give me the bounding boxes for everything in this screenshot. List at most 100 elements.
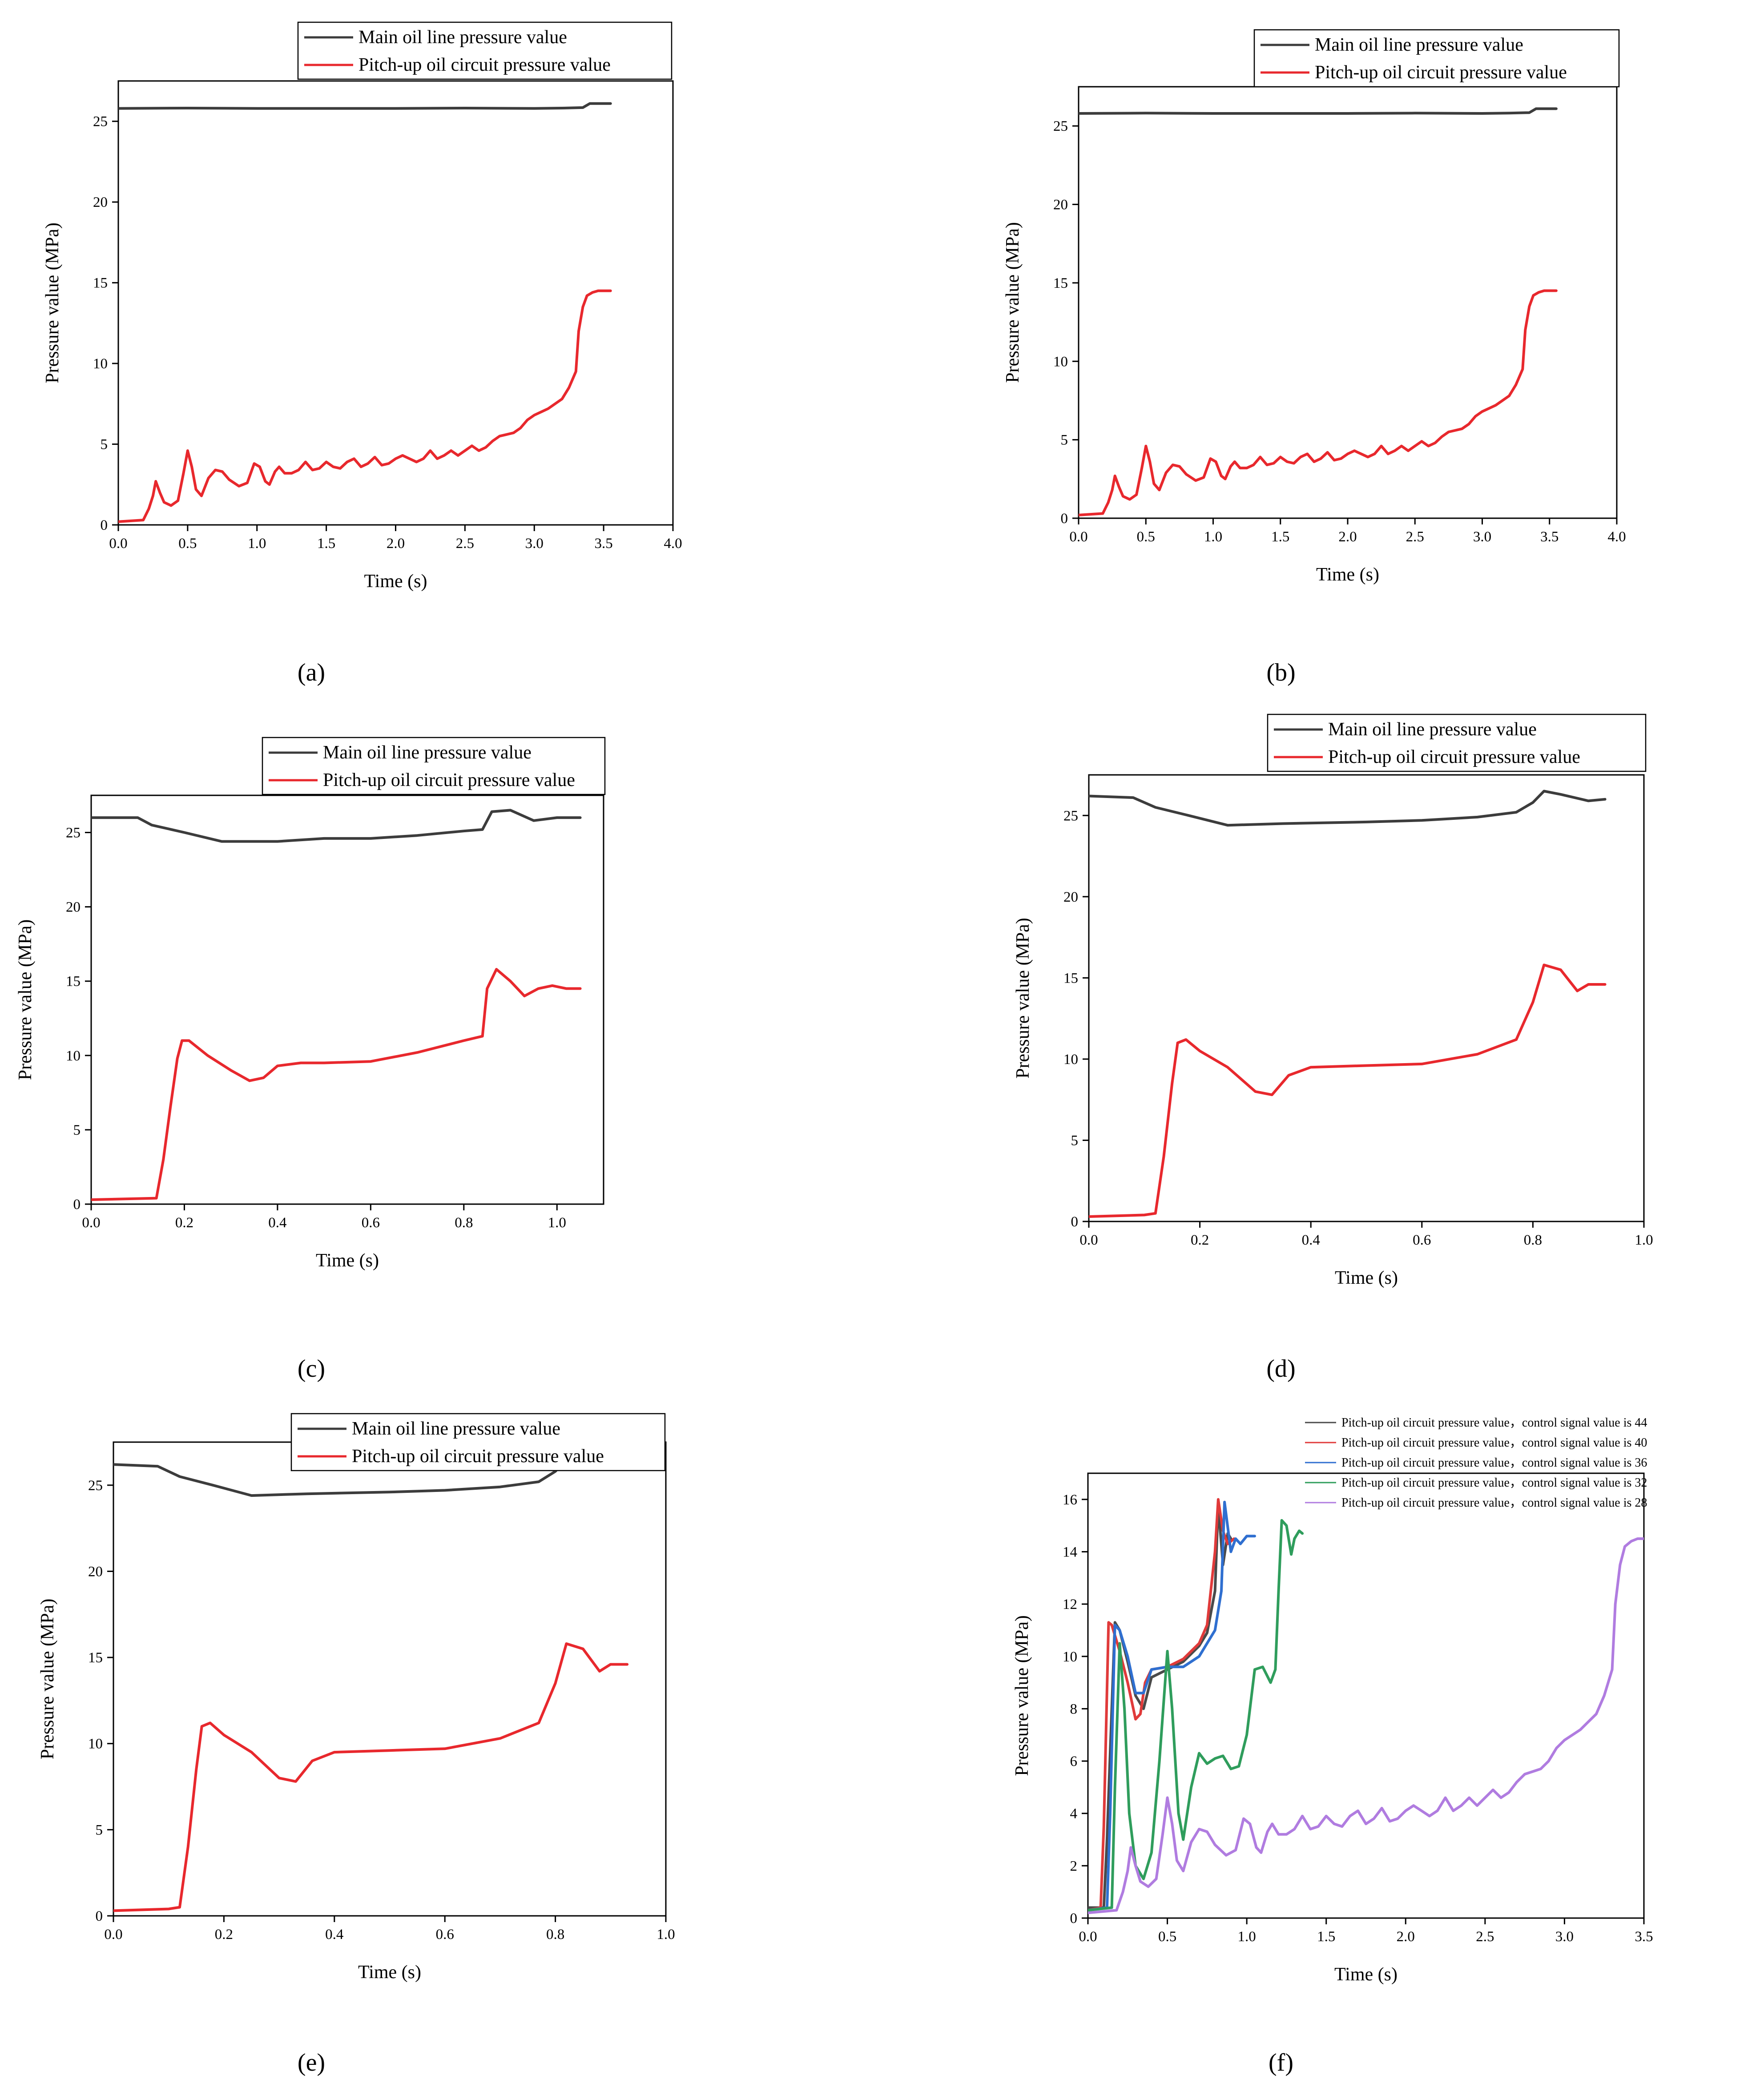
- y-tick-label: 10: [1063, 1052, 1078, 1068]
- legend-entry: Main oil line pressure value: [358, 27, 567, 48]
- x-tick-label: 1.0: [1635, 1232, 1653, 1248]
- series-line-1: [91, 809, 582, 843]
- plot-frame: [1088, 774, 1645, 1222]
- plot-frame: [1087, 1472, 1645, 1919]
- x-tick-label: 4.0: [1607, 529, 1626, 545]
- x-tick-label: 0.0: [104, 1927, 122, 1943]
- x-tick-label: 2.0: [1397, 1929, 1415, 1945]
- y-tick-label: 10: [1063, 1649, 1077, 1665]
- x-tick-label: 0.5: [1137, 529, 1155, 545]
- x-tick-label: 1.0: [248, 536, 266, 552]
- x-tick-label: 0.5: [1158, 1929, 1176, 1945]
- y-tick-label: 20: [93, 194, 108, 210]
- y-tick-label: 2: [1070, 1858, 1078, 1874]
- y-tick-label: 0: [101, 517, 108, 533]
- x-tick-label: 0.5: [178, 536, 197, 552]
- x-axis-label: Time (s): [358, 1962, 421, 1983]
- y-tick-label: 4: [1070, 1806, 1078, 1822]
- y-tick-label: 8: [1070, 1701, 1078, 1717]
- x-tick-label: 2.0: [387, 536, 405, 552]
- x-tick-label: 0.2: [175, 1215, 193, 1231]
- legend-entry: Pitch-up oil circuit pressure value: [1328, 747, 1580, 767]
- y-axis-label: Pressure value (MPa): [42, 222, 63, 383]
- plot-frame: [113, 1441, 667, 1917]
- legend: Main oil line pressure value Pitch-up oil…: [297, 21, 673, 80]
- y-axis-label: Pressure value (MPa): [37, 1599, 58, 1760]
- y-tick-label: 5: [1061, 432, 1068, 448]
- panel-label: (b): [1266, 659, 1295, 686]
- y-tick-label: 25: [1053, 118, 1068, 134]
- legend-entry: Main oil line pressure value: [1328, 719, 1537, 740]
- y-tick-label: 10: [1053, 354, 1068, 370]
- y-tick-label: 16: [1063, 1492, 1077, 1508]
- x-axis-label: Time (s): [1316, 564, 1379, 585]
- legend-entry: Pitch-up oil circuit pressure value，cont…: [1341, 1496, 1647, 1510]
- legend: Main oil line pressure value Pitch-up oil…: [290, 1413, 666, 1471]
- x-tick-label: 1.0: [1238, 1929, 1256, 1945]
- x-tick-label: 0.6: [436, 1927, 454, 1943]
- y-tick-label: 20: [88, 1564, 103, 1580]
- series-line-5: [1088, 1537, 1644, 1915]
- x-tick-label: 4.0: [664, 536, 682, 552]
- series-line-2: [118, 289, 612, 523]
- y-tick-label: 20: [1053, 197, 1068, 213]
- y-tick-label: 10: [88, 1736, 103, 1752]
- series-line-1: [118, 102, 612, 110]
- y-tick-label: 25: [88, 1478, 103, 1494]
- chart-panel-b: 0.0 0.5 1.0 1.5 2.0 2.5 3.0 3.5 4.0 0 5 10 15 20 25 Tim…: [1003, 29, 1626, 686]
- y-tick-label: 14: [1063, 1544, 1077, 1560]
- legend-entry: Pitch-up oil circuit pressure value: [1315, 62, 1567, 83]
- panel-label: (c): [298, 1355, 325, 1383]
- x-tick-label: 0.4: [268, 1215, 286, 1231]
- y-axis-label: Pressure value (MPa): [1012, 1615, 1032, 1776]
- chart-panel-d: 0.0 0.2 0.4 0.6 0.8 1.0 0 5 10 15 20 25 Time (s) Pres…: [1013, 713, 1653, 1383]
- x-tick-label: 0.8: [546, 1927, 564, 1943]
- x-tick-label: 1.0: [1204, 529, 1222, 545]
- x-tick-label: 1.5: [1271, 529, 1289, 545]
- x-tick-label: 0.8: [1524, 1232, 1542, 1248]
- x-tick-label: 0.4: [325, 1927, 343, 1943]
- series-line-2: [1089, 963, 1607, 1218]
- y-tick-label: 0: [1071, 1214, 1079, 1230]
- legend: Main oil line pressure value Pitch-up oil…: [262, 737, 606, 795]
- x-tick-label: 3.0: [1555, 1929, 1574, 1945]
- series-line-1: [1079, 107, 1558, 115]
- legend-entry: Pitch-up oil circuit pressure value，cont…: [1341, 1416, 1647, 1430]
- y-tick-label: 25: [1063, 808, 1078, 824]
- chart-panel-f: 0.0 0.5 1.0 1.5 2.0 2.5 3.0 3.5 0 2 4 6 8 10 12 14 16 Tim…: [1012, 1416, 1653, 2076]
- x-tick-label: 3.0: [1473, 529, 1491, 545]
- y-tick-label: 25: [66, 825, 81, 841]
- y-tick-label: 0: [96, 1908, 103, 1924]
- series-line-2: [1079, 289, 1558, 516]
- x-tick-label: 0.6: [362, 1215, 380, 1231]
- legend-entry: Pitch-up oil circuit pressure value，cont…: [1341, 1436, 1647, 1450]
- y-tick-label: 6: [1070, 1753, 1078, 1770]
- y-tick-label: 10: [66, 1048, 81, 1064]
- x-axis-label: Time (s): [364, 571, 427, 592]
- legend-entry: Pitch-up oil circuit pressure value，cont…: [1341, 1476, 1647, 1490]
- legend-entry: Pitch-up oil circuit pressure value: [352, 1446, 604, 1467]
- chart-panel-e: 0.0 0.2 0.4 0.6 0.8 1.0 0 5 10 15 20 25 Time (s) Pres…: [37, 1413, 675, 2076]
- y-tick-label: 0: [73, 1197, 81, 1213]
- legend-box: [1253, 29, 1620, 88]
- y-tick-label: 25: [93, 114, 108, 130]
- y-tick-label: 0: [1061, 511, 1068, 527]
- x-tick-label: 1.0: [548, 1215, 566, 1231]
- legend-entry: Main oil line pressure value: [352, 1419, 560, 1439]
- y-tick-label: 15: [1063, 970, 1078, 986]
- y-tick-label: 15: [88, 1650, 103, 1666]
- y-tick-label: 5: [96, 1822, 103, 1838]
- x-tick-label: 0.0: [1079, 1232, 1098, 1248]
- y-tick-label: 5: [101, 437, 108, 453]
- panel-label: (e): [298, 2049, 325, 2076]
- panel-label: (a): [298, 659, 325, 686]
- x-axis-label: Time (s): [316, 1250, 379, 1271]
- y-tick-label: 5: [73, 1122, 81, 1138]
- chart-panel-a: 0.0 0.5 1.0 1.5 2.0 2.5 3.0 3.5 4.0 0 5 10 15 20 25 Tim…: [42, 21, 682, 686]
- y-axis-label: Pressure value (MPa): [1003, 222, 1023, 383]
- x-tick-label: 0.6: [1413, 1232, 1431, 1248]
- x-tick-label: 2.5: [1476, 1929, 1494, 1945]
- x-tick-label: 0.0: [109, 536, 127, 552]
- y-tick-label: 20: [1063, 889, 1078, 905]
